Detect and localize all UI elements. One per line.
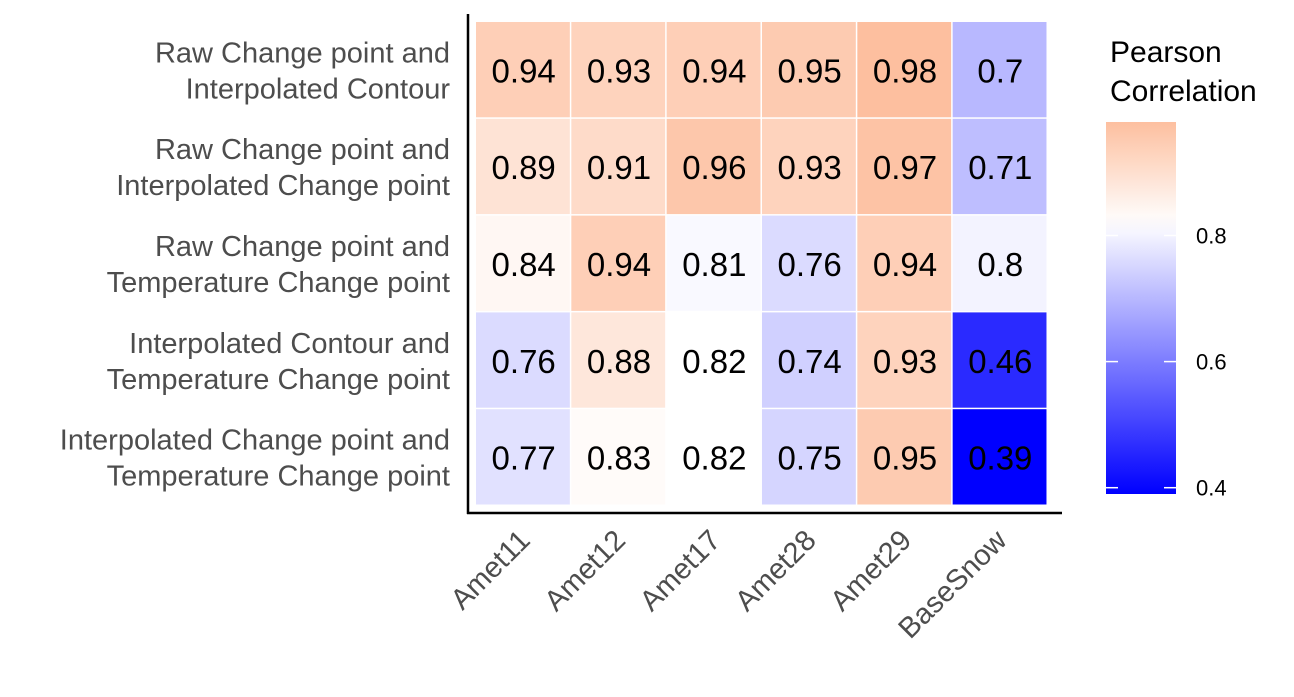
legend-ticks: 0.4 0.6 0.8 (1106, 223, 1227, 501)
cell-value-label: 0.74 (778, 343, 842, 380)
row-label: Temperature Change point (107, 267, 450, 299)
cell-value-label: 0.94 (492, 52, 556, 89)
legend-tick-label: 0.6 (1196, 350, 1227, 375)
row-label: Interpolated Change point (116, 170, 450, 202)
heatmap-cell (857, 118, 952, 215)
row-label: Temperature Change point (107, 461, 450, 493)
cell-value-label: 0.81 (682, 246, 746, 283)
cell-value-label: 0.7 (977, 52, 1023, 89)
row-label: Raw Change point and (155, 231, 450, 263)
cell-value-label: 0.93 (587, 52, 651, 89)
heatmap-cell (571, 312, 666, 408)
heatmap-cell (666, 312, 761, 408)
heatmap-cell (761, 312, 856, 408)
heatmap-cell (952, 118, 1047, 215)
cell-value-label: 0.93 (778, 149, 842, 186)
legend-tick-label: 0.8 (1196, 223, 1227, 248)
heatmap-cell (857, 215, 952, 311)
column-label: Amet11 (445, 524, 537, 616)
cell-value-label: 0.94 (682, 52, 746, 89)
cell-value-label: 0.83 (587, 440, 651, 477)
heatmap-cell (952, 312, 1047, 408)
heatmap-cell (571, 409, 666, 505)
cell-value-label: 0.91 (587, 149, 651, 186)
heatmap-cell (476, 409, 570, 505)
cell-value-label: 0.71 (968, 149, 1032, 186)
heatmap-cell (857, 312, 952, 408)
legend-title-line-1: Pearson (1110, 36, 1222, 69)
heatmap-cell (952, 215, 1047, 311)
column-label: Amet28 (729, 524, 822, 617)
heatmap-cell (952, 22, 1047, 118)
cell-value-label: 0.98 (873, 52, 937, 89)
row-label: Interpolated Change point and (60, 425, 450, 457)
heatmap-cell (476, 22, 570, 118)
legend-tick-label: 0.4 (1196, 476, 1227, 501)
cell-value-label: 0.75 (778, 440, 842, 477)
column-label: Amet12 (539, 524, 632, 617)
legend-colorbar (1106, 122, 1176, 494)
heatmap-cell (857, 22, 952, 118)
legend-title-line-2: Correlation (1110, 75, 1257, 108)
chart-axes (466, 14, 1062, 515)
heatmap-cell (761, 409, 856, 505)
heatmap-cell (571, 22, 666, 118)
color-legend: Pearson Correlation 0.4 0.6 0.8 (1106, 36, 1257, 501)
cell-value-label: 0.88 (587, 343, 651, 380)
heatmap-cell (952, 409, 1047, 505)
row-label: Temperature Change point (107, 364, 450, 396)
row-labels: Raw Change point and Interpolated Contour… (60, 37, 451, 492)
cell-value-label: 0.89 (492, 149, 556, 186)
column-label: Amet29 (825, 524, 918, 617)
heatmap-cell (666, 118, 761, 215)
heatmap-cell (476, 118, 570, 215)
heatmap-cell (761, 22, 856, 118)
cell-value-label: 0.94 (587, 246, 651, 283)
cell-value-label: 0.95 (873, 440, 937, 477)
cell-value-label: 0.8 (977, 246, 1023, 283)
cell-value-label: 0.46 (968, 343, 1032, 380)
row-label: Raw Change point and (155, 37, 450, 69)
heatmap-cell (571, 118, 666, 215)
cell-value-label: 0.77 (492, 440, 556, 477)
heatmap-cell (666, 409, 761, 505)
cell-value-label: 0.76 (492, 343, 556, 380)
cell-value-label: 0.93 (873, 343, 937, 380)
heatmap-cell (666, 22, 761, 118)
row-label: Interpolated Contour (186, 73, 451, 105)
heatmap-cell (571, 215, 666, 311)
cell-value-label: 0.96 (682, 149, 746, 186)
cell-value-label: 0.82 (682, 440, 746, 477)
heatmap-cells: 0.94 0.93 0.94 0.95 0.98 0.7 0.89 0.91 0.96 0.93 0… (476, 22, 1047, 505)
heatmap-cell (476, 312, 570, 408)
cell-value-label: 0.94 (873, 246, 937, 283)
cell-value-label: 0.39 (968, 440, 1032, 477)
row-label: Interpolated Contour and (129, 328, 450, 360)
heatmap-cell (666, 215, 761, 311)
heatmap-cell (857, 409, 952, 505)
row-label: Raw Change point and (155, 134, 450, 166)
cell-value-label: 0.95 (778, 52, 842, 89)
cell-value-label: 0.97 (873, 149, 937, 186)
cell-value-label: 0.84 (492, 246, 556, 283)
cell-value-label: 0.82 (682, 343, 746, 380)
heatmap-cell (476, 215, 570, 311)
heatmap-cell (761, 118, 856, 215)
heatmap-cell (761, 215, 856, 311)
cell-value-label: 0.76 (778, 246, 842, 283)
column-label: Amet17 (634, 524, 727, 617)
